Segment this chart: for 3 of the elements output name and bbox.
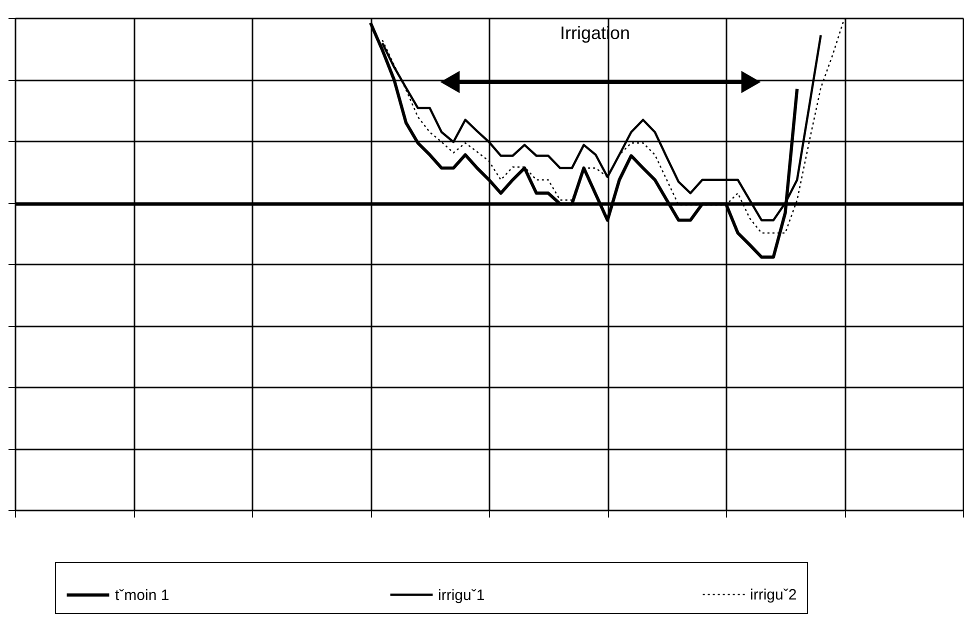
legend-label: irriguˇ1	[438, 586, 485, 604]
legend-label: irriguˇ2	[750, 586, 797, 604]
legend-label: tˇmoin 1	[115, 587, 170, 604]
